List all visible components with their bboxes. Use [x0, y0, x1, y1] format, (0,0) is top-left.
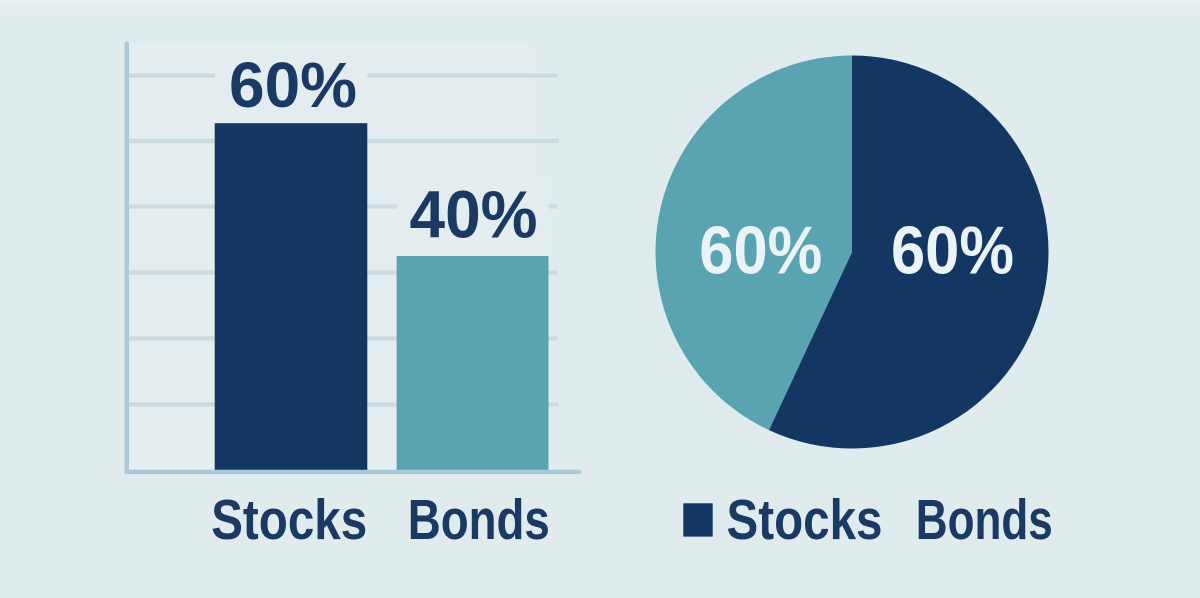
- svg-text:Bonds: Bonds: [408, 488, 550, 552]
- svg-text:60%: 60%: [229, 49, 357, 121]
- svg-text:Stocks: Stocks: [727, 488, 883, 552]
- svg-text:60%: 60%: [891, 213, 1014, 289]
- svg-text:60%: 60%: [699, 213, 822, 289]
- svg-text:40%: 40%: [410, 178, 538, 253]
- svg-text:Stocks: Stocks: [211, 488, 367, 552]
- svg-text:Bonds: Bonds: [916, 488, 1053, 552]
